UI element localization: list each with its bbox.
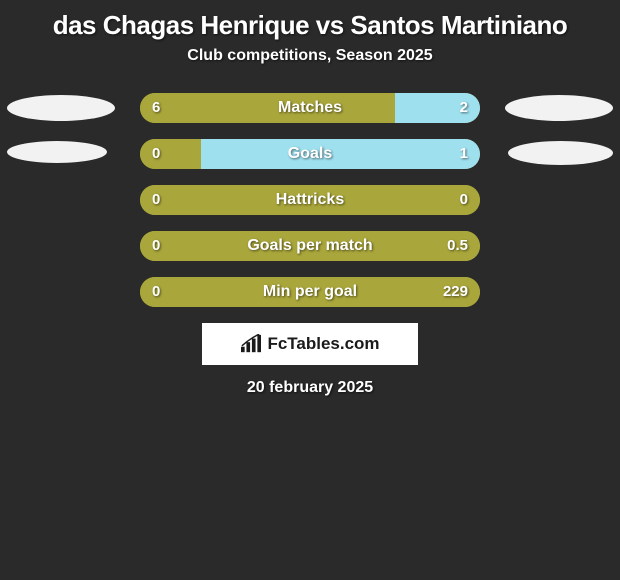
stat-label: Goals xyxy=(140,139,480,169)
stat-label: Matches xyxy=(140,93,480,123)
brand-text: FcTables.com xyxy=(267,334,379,354)
stat-row: 62Matches xyxy=(140,93,480,123)
comparison-card: das Chagas Henrique vs Santos Martiniano… xyxy=(0,0,620,397)
stat-label: Hattricks xyxy=(140,185,480,215)
page-title: das Chagas Henrique vs Santos Martiniano xyxy=(0,6,620,47)
player1-avatar-placeholder-top xyxy=(7,95,115,121)
bar-chart-icon xyxy=(240,334,262,354)
player2-avatar-placeholder-top xyxy=(505,95,613,121)
stats-rows: 62Matches 01Goals 00Hattricks 00.5Goals per… xyxy=(0,93,620,307)
stat-label: Goals per match xyxy=(140,231,480,261)
stat-row: 00Hattricks xyxy=(140,185,480,215)
stat-label: Min per goal xyxy=(140,277,480,307)
stat-row: 00.5Goals per match xyxy=(140,231,480,261)
stat-row: 01Goals xyxy=(140,139,480,169)
player2-avatar-placeholder-bottom xyxy=(508,141,613,165)
stat-row: 0229Min per goal xyxy=(140,277,480,307)
footer-date: 20 february 2025 xyxy=(0,365,620,397)
page-subtitle: Club competitions, Season 2025 xyxy=(0,47,620,93)
player1-avatar-placeholder-bottom xyxy=(7,141,107,163)
brand-badge[interactable]: FcTables.com xyxy=(202,323,418,365)
